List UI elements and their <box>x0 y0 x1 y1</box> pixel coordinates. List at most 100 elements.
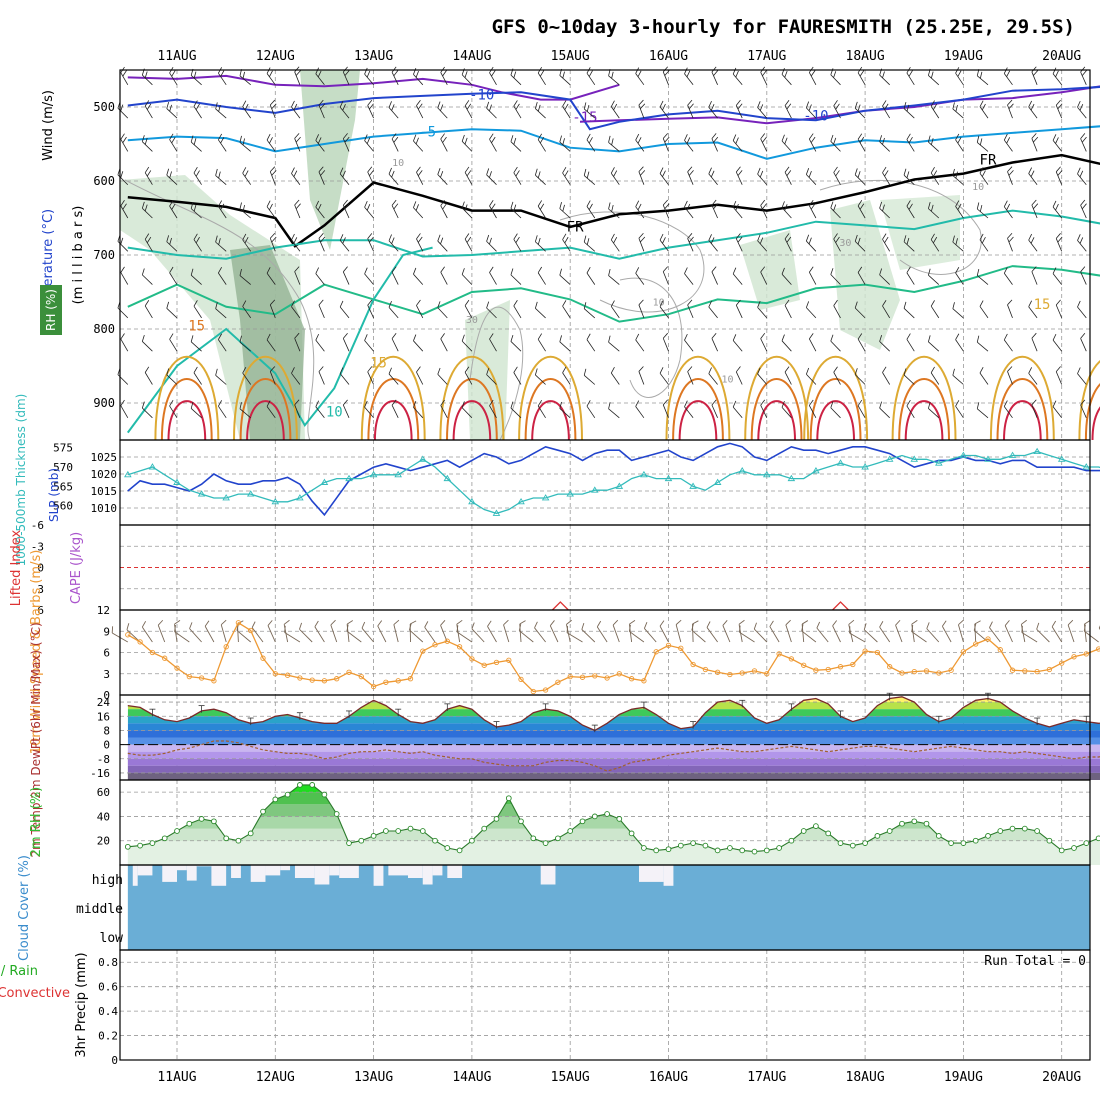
wind-barb-flag <box>239 135 242 143</box>
wind-barb-staff <box>1052 339 1063 352</box>
wind-barb <box>732 334 743 352</box>
wind-barb <box>1028 100 1038 119</box>
wind-barb-staff <box>315 273 325 285</box>
contour-label: 10 <box>326 404 343 420</box>
wind-barb-flag <box>141 268 145 275</box>
wind-barb-flag <box>708 367 712 374</box>
wind-barb-flag <box>440 170 444 178</box>
surface-wind-barb <box>267 620 276 643</box>
wind-barb <box>1028 233 1038 252</box>
wind-barb-flag <box>854 234 858 242</box>
date-label-bottom: 16AUG <box>649 1070 688 1085</box>
wind-barb-staff <box>608 142 620 152</box>
thickness-marker <box>689 482 697 489</box>
wind-barb-staff <box>169 405 178 419</box>
wind-barb <box>242 300 252 319</box>
rh-point <box>714 847 721 854</box>
wind-barb-staff <box>879 74 890 86</box>
rh-contour <box>619 277 683 398</box>
surface-wind-barb <box>1036 622 1050 643</box>
wind-barb-staff <box>440 205 448 219</box>
wind-barb <box>239 135 251 152</box>
wind-barb-staff <box>830 274 841 285</box>
rh-point <box>837 840 844 846</box>
surface-wind-barb <box>251 621 264 643</box>
wind-barb <box>562 300 571 319</box>
wind-barb <box>315 400 325 419</box>
surface-wind-barb <box>189 622 202 643</box>
rh-point <box>985 833 991 839</box>
wind-barb-flag <box>781 401 785 408</box>
wind-barb <box>1031 66 1039 85</box>
wind-barb-staff <box>242 173 252 185</box>
wind-barb-staff <box>1003 73 1013 86</box>
wind-barb <box>239 202 251 219</box>
wind-barb-flag <box>1021 619 1027 625</box>
wind-barb-staff <box>291 306 301 319</box>
wind-speed-point <box>370 683 377 690</box>
rh-band <box>127 816 1100 829</box>
wind-barb <box>364 267 374 285</box>
wind-barb-flag <box>120 266 125 273</box>
rh-point <box>997 828 1004 834</box>
wind-barb-flag <box>1006 137 1011 144</box>
wind-barb-staff <box>757 107 768 119</box>
wind-barb-flag <box>537 237 541 245</box>
wind-barb-flag <box>810 203 816 210</box>
wind-barb-staff <box>952 108 964 119</box>
thickness-marker <box>713 478 722 485</box>
wind-barb-flag <box>518 624 522 631</box>
wind-barb-staff <box>559 274 571 285</box>
thickness-marker <box>935 459 943 466</box>
wind-barb-flag <box>757 234 761 241</box>
wind-barb-flag <box>952 302 955 309</box>
wind-speed-point <box>899 670 905 676</box>
wind-barb-staff <box>596 626 608 643</box>
wind-barb-flag <box>293 237 298 244</box>
wind-barb-flag <box>586 238 590 245</box>
rh-point <box>948 840 954 846</box>
wind-barb <box>854 168 866 185</box>
date-label-top: 11AUG <box>157 49 196 64</box>
wind-barb-staff <box>489 72 497 86</box>
wind-barb <box>315 267 325 285</box>
wind-barb <box>928 268 940 285</box>
surface-wind-barb <box>330 619 338 643</box>
wind-barb <box>242 366 252 385</box>
wind-barb-flag <box>190 202 194 209</box>
thickness-marker <box>959 451 968 458</box>
wind-barb-staff <box>464 105 473 119</box>
wind-barb-flag <box>859 203 865 210</box>
wind-barb-staff <box>903 374 915 385</box>
wind-barb-flag <box>735 166 741 173</box>
wind-barb-flag <box>537 200 543 207</box>
wind-barb-flag <box>1006 203 1011 211</box>
wind-barb-staff <box>388 373 399 385</box>
wind-barb-flag <box>1080 133 1086 139</box>
wind-barb-flag <box>293 103 298 111</box>
wind-barb-flag <box>908 136 913 144</box>
wind-barb-flag <box>810 70 816 77</box>
wind-barb-flag <box>979 366 984 374</box>
wind-barb-flag <box>713 70 719 76</box>
wind-barb-flag <box>979 100 984 107</box>
wind-barb-flag <box>979 71 983 79</box>
wind-barb-flag <box>266 400 271 407</box>
wind-barb-flag <box>1008 103 1014 110</box>
wind-barb <box>659 367 669 385</box>
wind-barb-staff <box>1055 371 1063 385</box>
wind-barb-flag <box>784 233 790 240</box>
wind-barb <box>610 300 620 319</box>
wind-barb-staff <box>979 239 989 252</box>
wind-barb-staff <box>117 307 129 319</box>
wind-barb-flag <box>928 401 931 409</box>
rh-point <box>677 842 684 849</box>
ylabel-thickness: 1000-500mb Thickness (dm) <box>14 394 28 567</box>
surface-wind-barb <box>299 622 313 643</box>
wind-barb <box>1080 399 1087 418</box>
wind-barb-staff <box>711 138 718 152</box>
rh-point <box>346 840 352 846</box>
wind-barb-flag <box>242 366 247 374</box>
wind-barb <box>291 233 301 252</box>
rh-point <box>923 820 930 827</box>
